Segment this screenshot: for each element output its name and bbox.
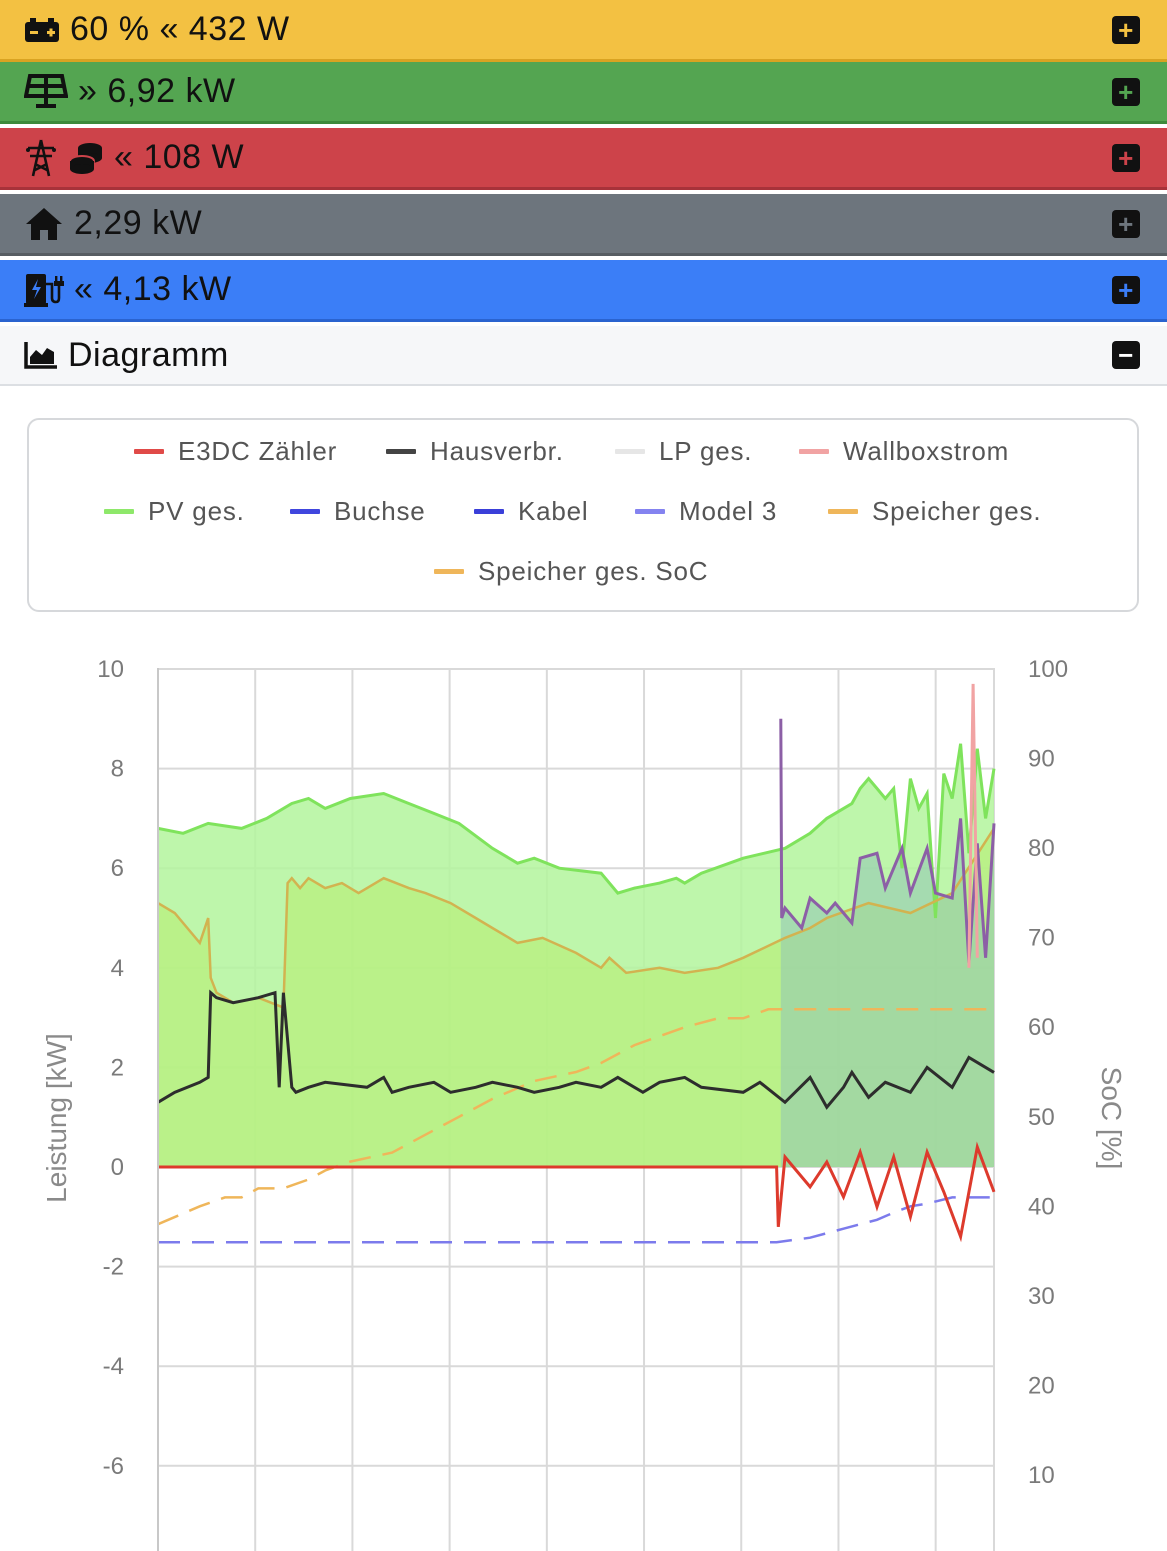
- ev-status-text: « 4,13 kW: [74, 270, 232, 308]
- area-chart-icon: [24, 340, 58, 370]
- solar-panel-icon: [24, 73, 68, 110]
- legend-swatch: [828, 509, 858, 514]
- diagram-collapse-button[interactable]: −: [1112, 341, 1140, 369]
- legend-item-speicher-ges[interactable]: Speicher ges.: [828, 496, 1041, 527]
- legend-label: PV ges.: [148, 496, 245, 526]
- ev-expand-button[interactable]: +: [1112, 275, 1140, 304]
- y-tick-label: 8: [111, 756, 124, 783]
- legend-label: E3DC Zähler: [178, 436, 338, 466]
- y2-tick-label: 100: [1028, 656, 1068, 683]
- legend-item-speicher-soc[interactable]: Speicher ges. SoC: [434, 556, 708, 587]
- y-tick-label: 10: [97, 656, 124, 683]
- grid-status-text: « 108 W: [114, 138, 245, 176]
- legend-label: Hausverbr.: [430, 436, 564, 466]
- legend-swatch: [290, 509, 320, 514]
- y2-tick-label: 40: [1028, 1193, 1055, 1220]
- chart-legend: E3DC Zähler Hausverbr. LP ges. Wallboxst…: [27, 418, 1139, 612]
- charging-station-icon: [24, 272, 64, 308]
- chart-plot-area: [157, 683, 996, 1244]
- y2-tick-label: 80: [1028, 835, 1055, 862]
- grid-expand-button[interactable]: +: [1112, 143, 1140, 172]
- y-tick-label: -2: [103, 1254, 124, 1281]
- y2-axis-label: SoC [%]: [1096, 1067, 1127, 1170]
- hausverbr-line: [157, 989, 995, 1110]
- pv-status-text: » 6,92 kW: [78, 72, 236, 110]
- legend-item-hausverbr[interactable]: Hausverbr.: [386, 436, 564, 467]
- pv-expand-button[interactable]: +: [1112, 77, 1140, 106]
- y2-tick-label: 60: [1028, 1014, 1055, 1041]
- house-expand-button[interactable]: +: [1112, 209, 1140, 238]
- e3dc-line: [158, 1141, 996, 1243]
- y2-tick-label: 10: [1028, 1462, 1055, 1489]
- grid-status-bar[interactable]: « 108 W +: [0, 128, 1167, 190]
- coins-icon: [68, 141, 104, 175]
- y-axis-label: Leistung [kW]: [41, 1033, 72, 1203]
- ev-area: [780, 718, 994, 1167]
- y2-tick-label: 20: [1028, 1372, 1055, 1399]
- diagram-header[interactable]: Diagramm −: [0, 326, 1167, 386]
- legend-item-kabel[interactable]: Kabel: [474, 496, 589, 527]
- legend-label: Wallboxstrom: [843, 436, 1010, 466]
- legend-label: Speicher ges. SoC: [478, 556, 709, 586]
- legend-swatch: [635, 509, 665, 514]
- legend-swatch: [434, 569, 464, 574]
- legend-swatch: [474, 509, 504, 514]
- legend-swatch: [134, 449, 164, 454]
- y2-tick-label: 90: [1028, 746, 1055, 773]
- battery-status-text: 60 % « 432 W: [70, 10, 290, 48]
- model3-line: [779, 718, 996, 963]
- house-status-bar[interactable]: 2,29 kW +: [0, 194, 1167, 256]
- ev-status-bar[interactable]: « 4,13 kW +: [0, 260, 1167, 322]
- house-status-text: 2,29 kW: [74, 204, 203, 242]
- y2-tick-label: 50: [1028, 1104, 1055, 1131]
- pv-line: [157, 743, 996, 919]
- legend-swatch: [386, 449, 416, 454]
- y-tick-label: -4: [103, 1353, 124, 1380]
- model3-soc-line: [158, 1196, 994, 1244]
- y2-tick-label: 70: [1028, 925, 1055, 952]
- legend-label: Buchse: [334, 496, 426, 526]
- y2-tick-label: 30: [1028, 1283, 1055, 1310]
- legend-swatch: [799, 449, 829, 454]
- y-tick-label: -6: [103, 1453, 124, 1480]
- battery-status-bar[interactable]: 60 % « 432 W +: [0, 0, 1167, 62]
- pv-status-bar[interactable]: » 6,92 kW +: [0, 62, 1167, 124]
- diagram-title: Diagramm: [68, 335, 229, 374]
- legend-label: Model 3: [679, 496, 778, 526]
- legend-item-model-3[interactable]: Model 3: [635, 496, 777, 527]
- y-tick-label: 0: [111, 1154, 124, 1181]
- legend-item-pv-ges[interactable]: PV ges.: [104, 496, 245, 527]
- legend-label: LP ges.: [659, 436, 753, 466]
- legend-item-e3dc[interactable]: E3DC Zähler: [134, 436, 337, 467]
- battery-icon: [24, 17, 60, 43]
- y-tick-label: 2: [111, 1054, 124, 1081]
- legend-label: Kabel: [518, 496, 589, 526]
- speicher-soc-line: [157, 1008, 994, 1226]
- house-icon: [24, 206, 64, 242]
- legend-item-wallboxstrom[interactable]: Wallboxstrom: [799, 436, 1009, 467]
- battery-expand-button[interactable]: +: [1112, 15, 1140, 44]
- wallbox-line: [967, 683, 979, 968]
- legend-item-buchse[interactable]: Buchse: [290, 496, 426, 527]
- y-tick-label: 4: [111, 955, 124, 982]
- legend-swatch: [615, 449, 645, 454]
- power-tower-icon: [24, 138, 58, 178]
- y-tick-label: 6: [111, 855, 124, 882]
- legend-swatch: [104, 509, 134, 514]
- legend-label: Speicher ges.: [872, 496, 1042, 526]
- legend-item-lp-ges[interactable]: LP ges.: [615, 436, 752, 467]
